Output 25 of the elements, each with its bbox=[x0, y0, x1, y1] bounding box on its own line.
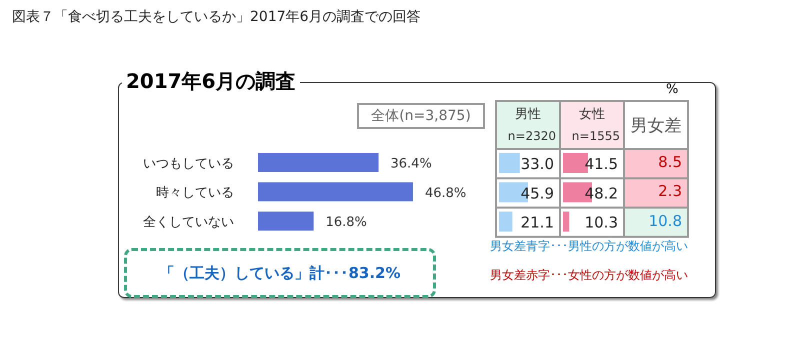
data-label: 46.8% bbox=[424, 186, 466, 201]
text: 男女差 bbox=[630, 115, 682, 137]
chart-title: 図表７「食べ切る工夫をしているか」2017年6月の調査での回答 bbox=[12, 8, 421, 26]
text: 全体(n=3,875) bbox=[357, 103, 485, 129]
data-label: 36.4% bbox=[390, 156, 432, 172]
data-label: 8.5 bbox=[658, 153, 682, 171]
y-tick-label: 時々している bbox=[156, 186, 234, 201]
data-label: 10.8 bbox=[648, 212, 682, 230]
text: % bbox=[666, 82, 678, 97]
data-label: 16.8% bbox=[326, 215, 367, 230]
text: 男女差赤字･･･女性の方が数値が高い bbox=[490, 267, 688, 284]
chart-subtitle: 2017年6月の調査 bbox=[122, 68, 300, 95]
data-label: 45.9 bbox=[520, 184, 554, 202]
data-label: 2.3 bbox=[658, 182, 682, 200]
y-tick-label: いつもしている bbox=[143, 156, 234, 172]
chart-title: 女性 bbox=[578, 106, 606, 123]
y-tick-label: 全くしていない bbox=[143, 214, 234, 230]
chart-subtitle: n=2320 bbox=[506, 129, 557, 143]
chart-subtitle: n=1555 bbox=[570, 129, 621, 143]
data-label: 10.3 bbox=[584, 214, 618, 232]
data-label: 21.1 bbox=[520, 214, 554, 232]
chart-title: 男性 bbox=[514, 106, 542, 123]
text: 「（工夫）している」計･･･83.2% bbox=[124, 248, 436, 298]
data-label: 33.0 bbox=[520, 155, 554, 173]
text: 男女差青字･･･男性の方が数値が高い bbox=[490, 238, 688, 255]
